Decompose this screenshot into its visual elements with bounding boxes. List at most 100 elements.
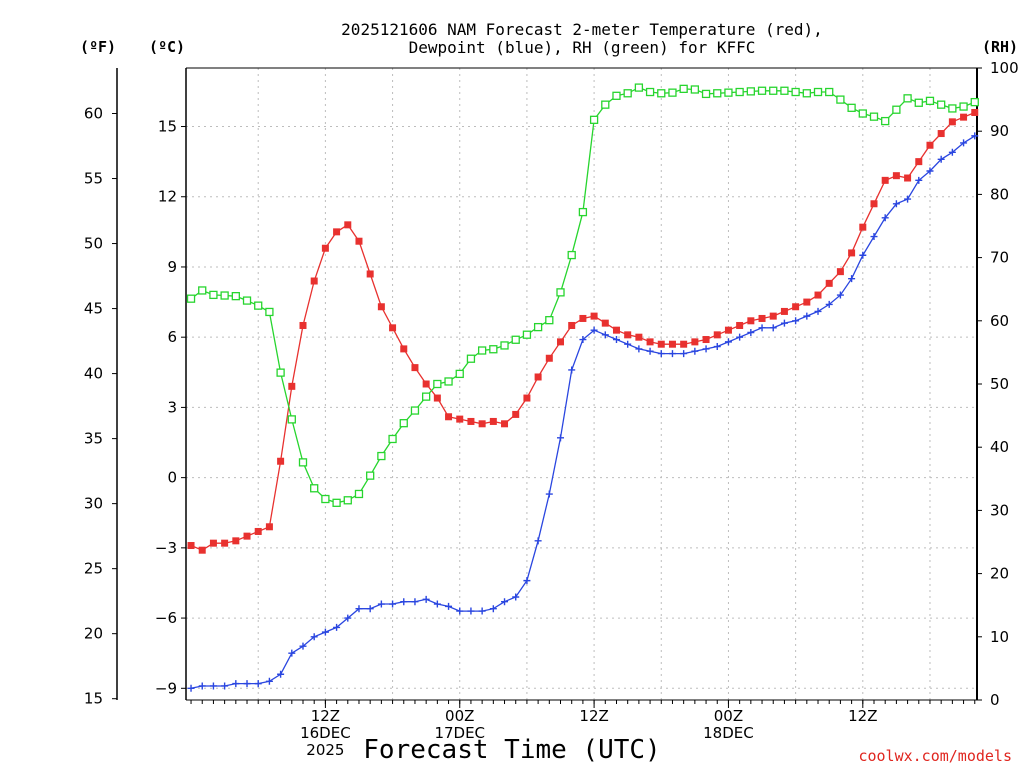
- temperature-point: [288, 382, 296, 390]
- celsius-tick-label: 6: [167, 328, 177, 346]
- dewpoint-point: [523, 577, 531, 585]
- rh-point: [701, 89, 711, 99]
- x-tick-label: 17DEC: [434, 724, 485, 742]
- temperature-point: [523, 394, 531, 402]
- dewpoint-point: [601, 331, 609, 339]
- rh-point: [612, 91, 621, 100]
- rh-point: [500, 341, 509, 350]
- temperature-point: [243, 532, 251, 540]
- rh-point: [455, 369, 464, 379]
- dewpoint-point: [579, 336, 587, 344]
- dewpoint-point: [344, 614, 352, 622]
- dewpoint-point: [825, 300, 833, 308]
- temperature-point: [187, 542, 195, 550]
- dewpoint-point: [724, 338, 732, 346]
- rh-point: [444, 377, 453, 386]
- temperature-point: [534, 373, 542, 381]
- temperature-point: [937, 130, 945, 138]
- dewpoint-point: [814, 307, 822, 315]
- temperature-point: [702, 336, 710, 344]
- temperature-point: [668, 340, 676, 348]
- rh-point: [847, 103, 856, 112]
- temperature-point: [411, 364, 419, 372]
- rh-point: [265, 307, 274, 317]
- x-tick-label: 16DEC: [300, 724, 351, 742]
- rh-tick-label: 100: [990, 59, 1019, 77]
- rh-point: [321, 494, 330, 504]
- rh-point: [578, 207, 588, 217]
- rh-point: [746, 87, 755, 96]
- temperature-point: [971, 108, 979, 116]
- rh-point: [511, 335, 520, 344]
- rh-point: [287, 415, 296, 424]
- rh-tick-label: 90: [990, 122, 1009, 140]
- rh-point: [937, 100, 946, 109]
- temperature-point: [646, 338, 654, 346]
- temperature-point: [377, 303, 385, 311]
- temperature-point: [960, 113, 968, 121]
- rh-point: [198, 286, 207, 295]
- dewpoint-point: [411, 598, 419, 606]
- fahrenheit-tick-label: 55: [84, 170, 103, 188]
- rh-point: [186, 294, 196, 303]
- rh-point: [869, 112, 879, 121]
- temperature-point: [512, 410, 520, 418]
- temperature-point: [265, 523, 273, 531]
- data-series: [186, 83, 979, 692]
- temperature-point: [713, 331, 721, 339]
- dewpoint-point: [915, 176, 923, 184]
- x-tick-label: 12Z: [848, 707, 877, 725]
- rh-point: [477, 346, 487, 355]
- dewpoint-point: [713, 343, 721, 351]
- fahrenheit-tick-label: 45: [84, 300, 103, 318]
- rh-line: [190, 86, 976, 504]
- dewpoint-point: [321, 628, 329, 636]
- dewpoint-point: [198, 682, 206, 690]
- rh-tick-label: 10: [990, 628, 1009, 646]
- dewpoint-point: [747, 329, 755, 337]
- rh-point: [914, 98, 923, 107]
- x-axis-title: Forecast Time (UTC): [363, 735, 660, 765]
- axes: [116, 67, 978, 701]
- temperature-point: [277, 457, 285, 465]
- dewpoint-point: [277, 670, 285, 678]
- celsius-tick-label: −9: [155, 679, 177, 697]
- rh-tick-label: 50: [990, 375, 1009, 393]
- temperature-point: [814, 291, 822, 299]
- temperature-line: [190, 111, 976, 551]
- dewpoint-point: [926, 167, 934, 175]
- dewpoint-point: [501, 598, 509, 606]
- rh-point: [388, 434, 397, 444]
- dewpoint-point: [836, 291, 844, 299]
- rh-point: [735, 87, 744, 97]
- dewpoint-point: [792, 317, 800, 325]
- temperature-point: [456, 415, 464, 423]
- temperature-point: [299, 321, 307, 329]
- temperature-point: [601, 319, 609, 327]
- rh-point: [298, 458, 308, 467]
- dewpoint-point: [870, 233, 878, 241]
- dewpoint-point: [254, 680, 262, 688]
- temperature-point: [904, 174, 912, 182]
- dewpoint-point: [512, 593, 520, 601]
- temperature-point: [557, 338, 565, 346]
- rh-point: [466, 354, 476, 363]
- rh-point: [410, 406, 420, 415]
- dewpoint-point: [187, 684, 195, 692]
- fahrenheit-tick-label: 20: [84, 625, 103, 643]
- temperature-point: [747, 317, 755, 325]
- dewpoint-point: [545, 490, 553, 498]
- x-tick-label: 18DEC: [703, 724, 754, 742]
- temperature-point: [769, 312, 777, 320]
- rh-point: [970, 97, 979, 107]
- rh-point: [366, 471, 375, 480]
- temperature-point: [344, 221, 352, 229]
- temperature-point: [859, 223, 867, 231]
- rh-tick-label: 60: [990, 312, 1009, 330]
- temperature-point: [736, 321, 744, 329]
- temperature-point: [657, 340, 665, 348]
- temperature-point: [568, 321, 576, 329]
- x-tick-label: 00Z: [714, 707, 743, 725]
- temperature-point: [780, 307, 788, 315]
- temperature-point: [691, 338, 699, 346]
